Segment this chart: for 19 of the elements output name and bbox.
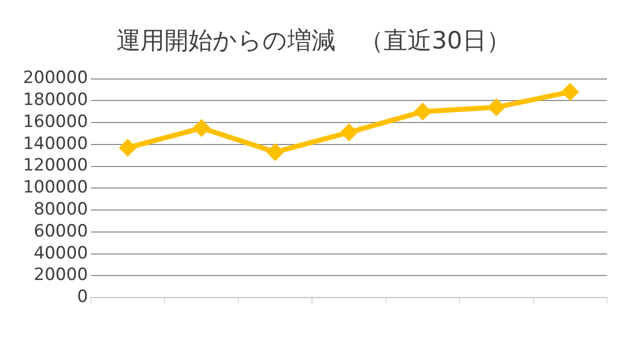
chart-title: 運用開始からの増減 （直近30日）	[116, 26, 510, 55]
point	[118, 138, 137, 157]
y-tick-label: 180000	[22, 90, 88, 110]
y-tick-label: 60000	[34, 221, 88, 242]
point	[266, 143, 284, 162]
y-tick-label: 0	[77, 287, 88, 308]
y-tick-label: 100000	[22, 178, 88, 198]
point	[414, 102, 432, 121]
point	[561, 82, 580, 101]
y-tick-label: 140000	[22, 134, 88, 154]
point	[192, 119, 210, 138]
y-tick-label: 20000	[34, 265, 88, 286]
y-tick-label: 40000	[34, 243, 88, 264]
y-tick-label: 80000	[34, 200, 88, 220]
point	[340, 123, 358, 142]
y-tick-label: 160000	[22, 112, 88, 132]
y-tick-label: 200000	[22, 68, 88, 88]
y-tick-label: 120000	[22, 156, 88, 176]
point	[487, 98, 506, 116]
